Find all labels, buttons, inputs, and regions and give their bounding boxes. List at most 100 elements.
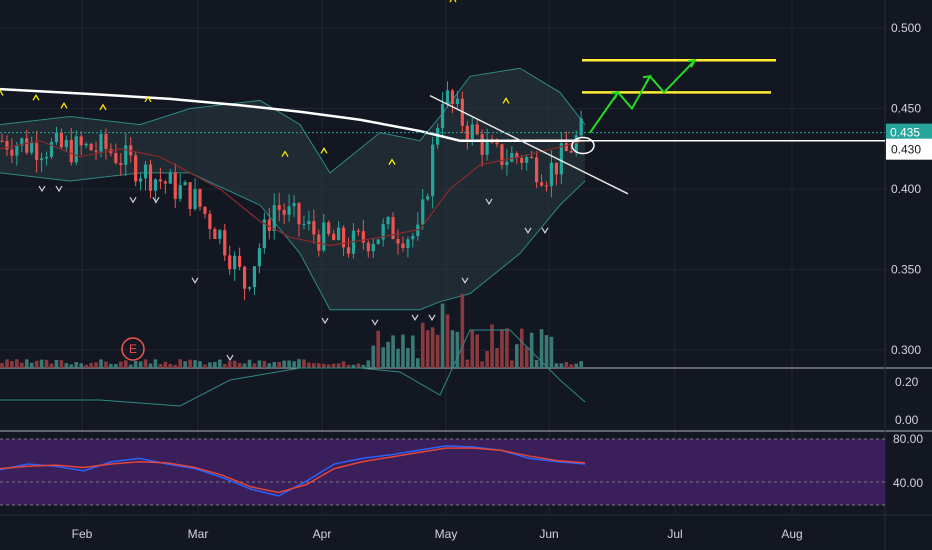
- volume-bar: [356, 363, 361, 368]
- candle-body: [337, 227, 341, 241]
- volume-bar: [396, 348, 400, 368]
- volume-bar: [39, 359, 44, 368]
- candle-body: [228, 255, 232, 270]
- volume-bar: [44, 359, 49, 368]
- price-panel[interactable]: E: [0, 0, 885, 362]
- candle-body: [366, 242, 370, 252]
- volume-bar: [94, 362, 98, 368]
- candle-body: [139, 178, 143, 182]
- high-marker: [449, 0, 457, 3]
- candle-body: [153, 179, 158, 191]
- candle-body: [292, 203, 296, 207]
- volume-bar: [34, 360, 39, 368]
- candle-body: [470, 124, 474, 139]
- volume-bar: [163, 361, 168, 368]
- volume-bar: [307, 362, 311, 368]
- candle-body: [188, 182, 192, 209]
- candle-body: [307, 221, 311, 225]
- month-tick-label: Feb: [72, 527, 93, 541]
- candle-body: [79, 136, 83, 146]
- trendline: [429, 94, 629, 195]
- low-marker: [129, 196, 137, 204]
- volume-bar: [232, 360, 237, 368]
- volume-bar: [252, 363, 257, 368]
- volume-bar: [510, 360, 514, 368]
- candle-body: [193, 189, 197, 209]
- volume-bar: [435, 334, 440, 368]
- volume-bar: [297, 359, 301, 368]
- candle-body: [84, 143, 88, 146]
- volume-bar: [15, 359, 19, 368]
- volume-bar: [119, 361, 123, 368]
- volume-bar: [272, 362, 277, 368]
- candle-body: [475, 124, 479, 135]
- volume-bar: [114, 363, 118, 368]
- high-marker: [502, 97, 510, 104]
- volume-bar: [282, 360, 286, 368]
- volume-bar: [534, 359, 539, 368]
- candle-body: [35, 142, 39, 161]
- month-tick-label: Apr: [313, 527, 332, 541]
- volume-bar: [143, 359, 148, 368]
- rsi-band-fill: [0, 439, 885, 505]
- volume-bar: [287, 360, 291, 368]
- price-tick-label: 0.400: [891, 182, 921, 196]
- volume-bar: [74, 361, 79, 368]
- candle-body: [25, 138, 29, 153]
- candle-body: [0, 140, 4, 142]
- low-marker: [411, 314, 419, 321]
- volume-bar: [237, 363, 242, 368]
- volume-bar: [401, 334, 405, 368]
- candle-body: [525, 156, 529, 163]
- volume-bar: [193, 360, 197, 368]
- month-tick-label: May: [435, 527, 458, 541]
- volume-bar: [470, 329, 475, 368]
- candle-body: [203, 206, 207, 214]
- high-marker: [144, 95, 152, 103]
- candle-body: [178, 185, 182, 199]
- candle-body: [218, 230, 222, 239]
- candle-body: [485, 140, 489, 155]
- volume-bar: [569, 364, 574, 368]
- candle-body: [569, 151, 573, 153]
- candle-body: [302, 224, 306, 226]
- candle-body: [119, 162, 123, 165]
- volume-bar: [99, 359, 103, 368]
- volume-bar: [554, 363, 559, 368]
- volume-bar: [574, 363, 578, 368]
- volume-bar: [549, 336, 554, 368]
- volume-bar: [500, 329, 504, 368]
- volume-bar: [59, 360, 64, 368]
- candle-body: [59, 132, 63, 148]
- high-marker: [99, 103, 107, 111]
- volume-tick-label: 0.20: [895, 375, 919, 389]
- candle-body: [272, 205, 276, 231]
- volume-bar: [29, 362, 34, 368]
- volume-bar: [559, 363, 564, 368]
- volume-bar: [326, 364, 331, 368]
- volume-bar: [203, 364, 207, 368]
- volume-bar: [376, 330, 380, 368]
- low-marker: [152, 196, 160, 204]
- volume-bar: [148, 363, 153, 368]
- candle-body: [40, 158, 44, 161]
- candle-body: [20, 138, 24, 146]
- low-marker: [524, 227, 532, 235]
- volume-bar: [104, 361, 108, 368]
- volume-bar: [54, 359, 59, 368]
- volume-bar: [312, 363, 316, 368]
- volume-bar: [519, 328, 524, 368]
- candle-body: [74, 136, 78, 163]
- volume-bar: [222, 364, 227, 368]
- volume-bar: [460, 293, 465, 368]
- volume-bar: [262, 360, 267, 368]
- candle-body: [401, 243, 405, 249]
- candle-body: [515, 153, 519, 158]
- low-marker: [541, 227, 549, 235]
- volume-bar: [386, 341, 390, 368]
- price-tick-label: 0.350: [891, 263, 921, 277]
- volume-bar: [20, 362, 24, 368]
- high-marker: [0, 89, 4, 96]
- candle-body: [54, 132, 59, 143]
